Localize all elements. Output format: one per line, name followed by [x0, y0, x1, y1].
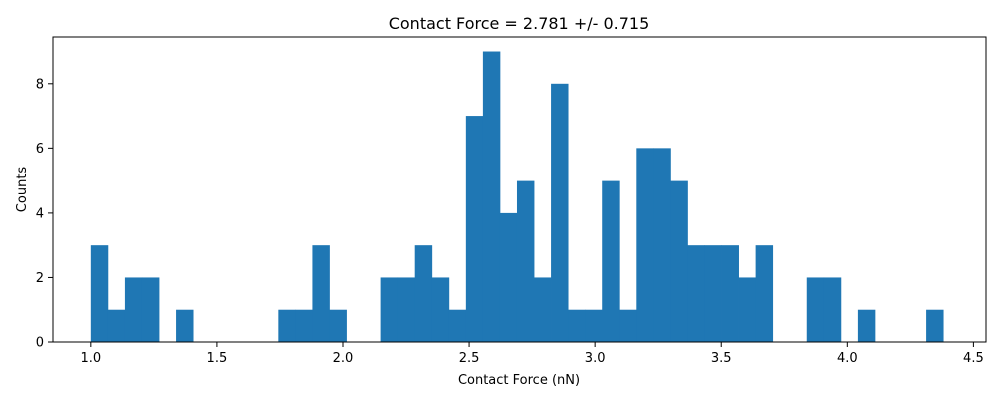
- histogram-bar: [141, 277, 160, 342]
- bars-group: [90, 51, 944, 343]
- histogram-bar: [312, 245, 330, 342]
- x-tick-label: 2.5: [459, 351, 480, 366]
- histogram-bar: [823, 277, 842, 342]
- y-tick-label: 6: [36, 142, 44, 157]
- histogram-bar: [176, 309, 194, 342]
- x-tick-label: 1.0: [80, 351, 101, 366]
- chart-title: Contact Force = 2.781 +/- 0.715: [389, 14, 650, 33]
- histogram-bar: [124, 277, 143, 342]
- histogram-bar: [585, 309, 603, 342]
- histogram-bar: [738, 277, 757, 342]
- histogram-bar: [926, 309, 944, 342]
- histogram-bar: [380, 277, 399, 342]
- histogram-bar: [857, 309, 876, 342]
- plot-frame: [52, 36, 987, 343]
- histogram-bar: [653, 148, 671, 342]
- x-tick-label: 2.0: [333, 351, 354, 366]
- x-tick-label: 1.5: [207, 351, 228, 366]
- x-axis: 1.0 1.5 2.0 2.5 3.0 3.5 4.0 4.5: [80, 342, 984, 366]
- y-tick-label: 2: [36, 271, 44, 286]
- histogram-bar: [619, 309, 637, 342]
- histogram-bar: [329, 309, 347, 342]
- y-axis-label: Counts: [15, 167, 30, 213]
- histogram-bar: [704, 245, 722, 342]
- histogram-bar: [755, 245, 774, 342]
- histogram-bar: [806, 277, 825, 342]
- histogram-bar: [516, 180, 535, 342]
- histogram-bar: [721, 245, 739, 342]
- histogram-bar: [465, 116, 484, 342]
- histogram-bar: [602, 180, 620, 342]
- histogram-bar: [414, 245, 433, 342]
- x-tick-label: 4.5: [963, 351, 984, 366]
- histogram-bar: [431, 277, 450, 342]
- histogram-bar: [482, 51, 501, 343]
- histogram-bar: [636, 148, 654, 342]
- histogram-bar: [551, 83, 569, 343]
- histogram-bar: [534, 277, 552, 342]
- y-tick-label: 4: [36, 206, 44, 221]
- histogram-bar: [448, 309, 467, 342]
- histogram-bar: [90, 245, 109, 342]
- x-tick-label: 4.0: [837, 351, 858, 366]
- y-tick-label: 8: [36, 77, 44, 92]
- histogram-bar: [397, 277, 416, 342]
- x-tick-label: 3.0: [585, 351, 606, 366]
- histogram-bar: [295, 309, 313, 342]
- x-axis-label: Contact Force (nN): [458, 373, 580, 388]
- histogram-bar: [107, 309, 126, 342]
- histogram-bar: [499, 212, 518, 342]
- y-tick-label: 0: [36, 336, 44, 351]
- histogram-bar: [278, 309, 296, 342]
- x-tick-label: 3.5: [711, 351, 732, 366]
- histogram-bar: [687, 245, 705, 342]
- histogram-bar: [670, 180, 688, 342]
- histogram-bar: [568, 309, 586, 342]
- y-axis: 0 2 4 6 8: [36, 77, 53, 351]
